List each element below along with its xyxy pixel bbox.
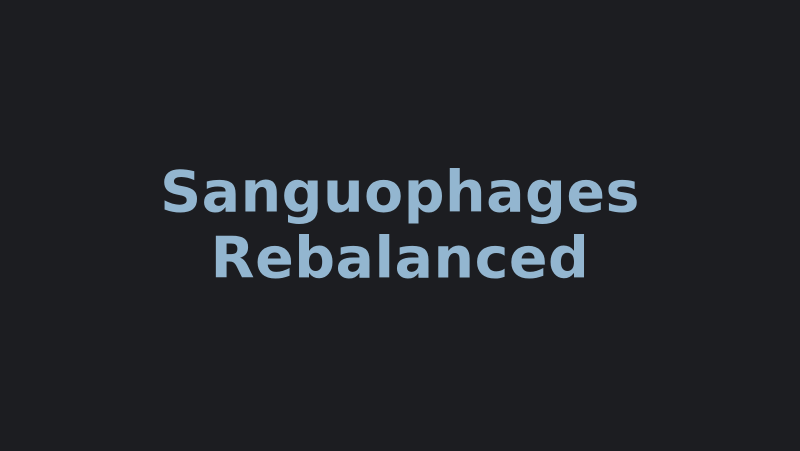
mod-title-line-1: Sanguophages (160, 159, 640, 225)
mod-title: Sanguophages Rebalanced (160, 159, 640, 291)
mod-title-line-2: Rebalanced (210, 225, 590, 291)
